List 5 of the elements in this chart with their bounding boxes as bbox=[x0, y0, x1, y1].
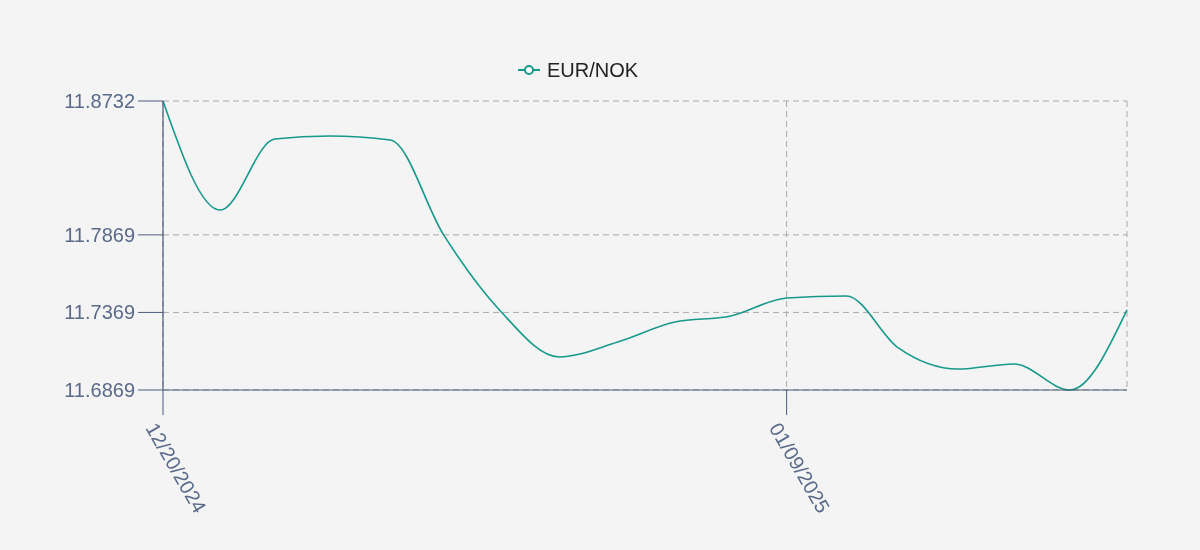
y-tick-label: 11.8732 bbox=[64, 90, 135, 112]
y-tick-label: 11.6869 bbox=[64, 379, 135, 401]
y-tick-label: 11.7369 bbox=[64, 301, 135, 324]
legend-label: EUR/NOK bbox=[547, 59, 639, 81]
y-tick-label: 11.7869 bbox=[64, 223, 135, 246]
